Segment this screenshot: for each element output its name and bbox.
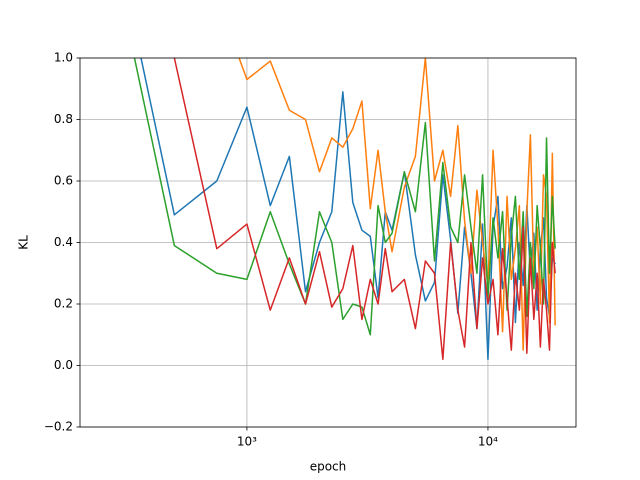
y-tick-label: 0.8 [54,112,73,126]
y-tick-label: −0.2 [44,420,73,434]
line-series [173,58,556,361]
x-tick-label: 10³ [237,435,257,449]
y-tick-label: 0.4 [54,235,73,249]
y-tick-label: 1.0 [54,51,73,65]
plot-frame [79,57,577,428]
x-tick-label: 10⁴ [478,435,498,449]
x-axis-label: epoch [310,460,347,474]
series-group [133,58,556,361]
y-tick-label: 0.6 [54,174,73,188]
y-tick-label: 0.0 [54,358,73,372]
y-tick-label: 0.2 [54,297,73,311]
line-series [133,58,556,336]
line-series [238,58,556,351]
y-axis-label: KL [17,235,31,250]
plot: 10³ 10⁴ −0.2 0.0 0.2 0.4 0.6 0.8 1.0 [44,51,577,449]
